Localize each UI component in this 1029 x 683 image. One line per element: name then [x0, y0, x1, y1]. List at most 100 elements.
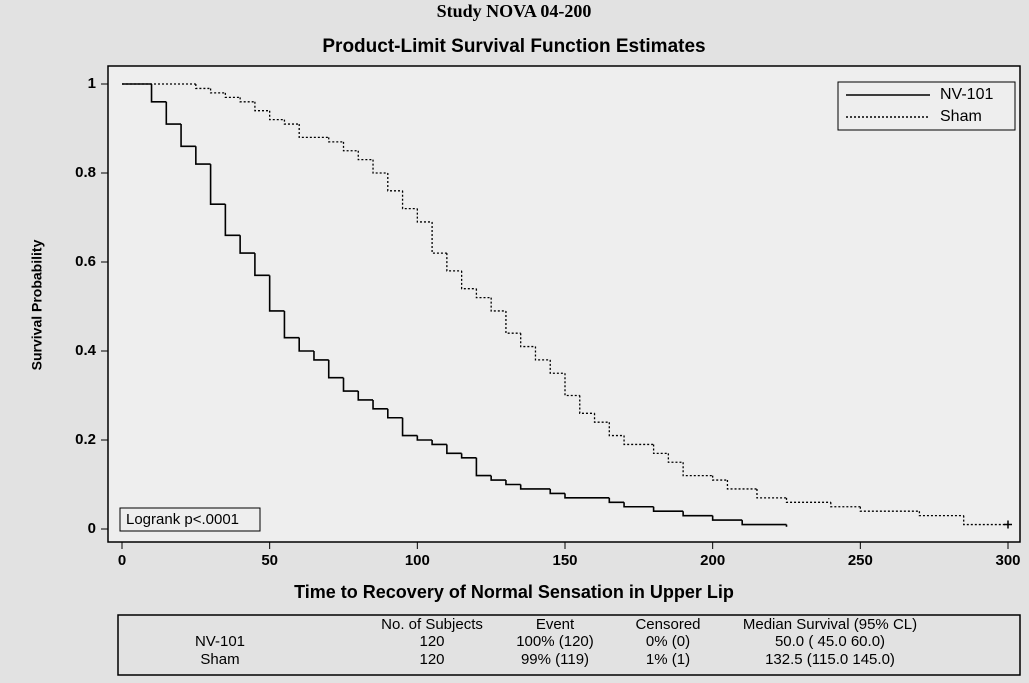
y-tick-label: 0.8 — [75, 164, 96, 181]
survival-step — [416, 435, 433, 441]
survival-step — [756, 488, 787, 499]
table-header: Event — [536, 616, 575, 633]
survival-step — [387, 408, 403, 419]
table-cell: NV-101 — [195, 633, 245, 650]
legend-box — [837, 81, 1016, 131]
y-tick-label: 0.6 — [75, 253, 96, 270]
survival-step — [209, 88, 226, 94]
survival-step — [505, 480, 521, 486]
survival-step — [711, 515, 743, 521]
survival-step — [254, 253, 270, 277]
chart-subtitle: Product-Limit Survival Function Estimate… — [322, 36, 705, 57]
survival-step — [963, 515, 1008, 526]
survival-step — [209, 164, 226, 205]
table-cell: 100% (120) — [516, 633, 594, 650]
survival-step — [150, 84, 167, 103]
table-cell: Sham — [200, 651, 239, 668]
survival-step — [269, 110, 285, 121]
survival-step — [859, 506, 920, 512]
survival-step — [490, 297, 506, 312]
survival-step — [623, 435, 654, 446]
survival-step — [785, 497, 831, 503]
survival-step — [446, 444, 462, 455]
survival-step — [608, 497, 625, 504]
survival-step — [195, 146, 211, 165]
survival-step — [652, 444, 669, 454]
y-tick-label: 0.4 — [75, 342, 97, 359]
legend-label: Sham — [940, 108, 982, 125]
table-header: Censored — [635, 616, 700, 633]
table-header: Median Survival (95% CL) — [743, 616, 917, 633]
survival-step — [652, 506, 684, 512]
y-tick-label: 0.2 — [75, 431, 96, 448]
annotation-box — [119, 507, 261, 532]
table-cell: 99% (119) — [521, 651, 589, 668]
survival-step — [505, 310, 521, 334]
x-tick-label: 150 — [552, 552, 577, 569]
y-tick-label: 0 — [88, 520, 96, 537]
survival-step — [313, 351, 329, 361]
survival-step — [682, 462, 713, 477]
table-cell: 50.0 ( 45.0 60.0) — [775, 633, 885, 650]
survival-step — [446, 253, 462, 272]
table-cell: 120 — [419, 651, 444, 668]
survival-step — [401, 190, 418, 210]
survival-step — [608, 422, 625, 437]
plot-frame — [107, 65, 1021, 543]
survival-step — [224, 204, 241, 237]
legend: NV-101 Sham — [837, 81, 1016, 131]
table-cell: 0% (0) — [646, 633, 690, 650]
survival-step — [372, 399, 388, 410]
survival-step — [254, 101, 270, 112]
survival-step — [520, 333, 536, 348]
summary-table: No. of Subjects Event Censored Median Survi… — [195, 616, 917, 668]
survival-step — [224, 92, 241, 98]
survival-step — [327, 359, 344, 379]
survival-step — [726, 480, 757, 490]
survival-step — [283, 310, 300, 339]
x-tick-label: 300 — [995, 552, 1020, 569]
y-tick-label: 1 — [88, 75, 96, 92]
x-tick-label: 50 — [261, 552, 278, 569]
survival-step — [667, 453, 684, 463]
survival-step — [431, 440, 447, 446]
x-axis-label: Time to Recovery of Normal Sensation in … — [294, 582, 734, 602]
survival-step — [416, 208, 433, 223]
survival-step — [268, 275, 285, 312]
x-tick-label: 0 — [118, 552, 126, 569]
survival-step — [328, 137, 344, 143]
survival-step — [830, 502, 861, 508]
survival-step — [593, 413, 610, 423]
survival-step — [475, 457, 492, 477]
survival-step — [918, 511, 964, 517]
survival-step — [239, 235, 255, 254]
survival-step — [712, 475, 728, 481]
survival-step — [357, 391, 374, 401]
y-axis-label: Survival Probability — [29, 239, 45, 370]
survival-step — [549, 488, 565, 495]
survival-step — [283, 119, 300, 125]
annotation: Logrank p<.0001 — [126, 511, 239, 528]
survival-step — [357, 150, 374, 161]
survival-step — [195, 84, 211, 90]
survival-step — [431, 221, 447, 254]
survival-step — [401, 417, 418, 437]
table-frame — [117, 614, 1021, 676]
survival-step — [180, 124, 196, 148]
survival-step — [534, 346, 551, 361]
survival-step — [549, 359, 565, 374]
survival-step — [475, 288, 492, 299]
survival-step — [239, 97, 255, 103]
x-tick-label: 200 — [700, 552, 725, 569]
table-cell: 120 — [419, 633, 444, 650]
table-cell: 1% (1) — [646, 651, 690, 668]
survival-step — [564, 373, 580, 397]
survival-step — [372, 159, 388, 174]
survival-step — [682, 511, 713, 517]
survival-step — [387, 173, 403, 192]
survival-step — [342, 377, 359, 392]
survival-step — [623, 502, 654, 508]
survival-step — [342, 141, 359, 152]
